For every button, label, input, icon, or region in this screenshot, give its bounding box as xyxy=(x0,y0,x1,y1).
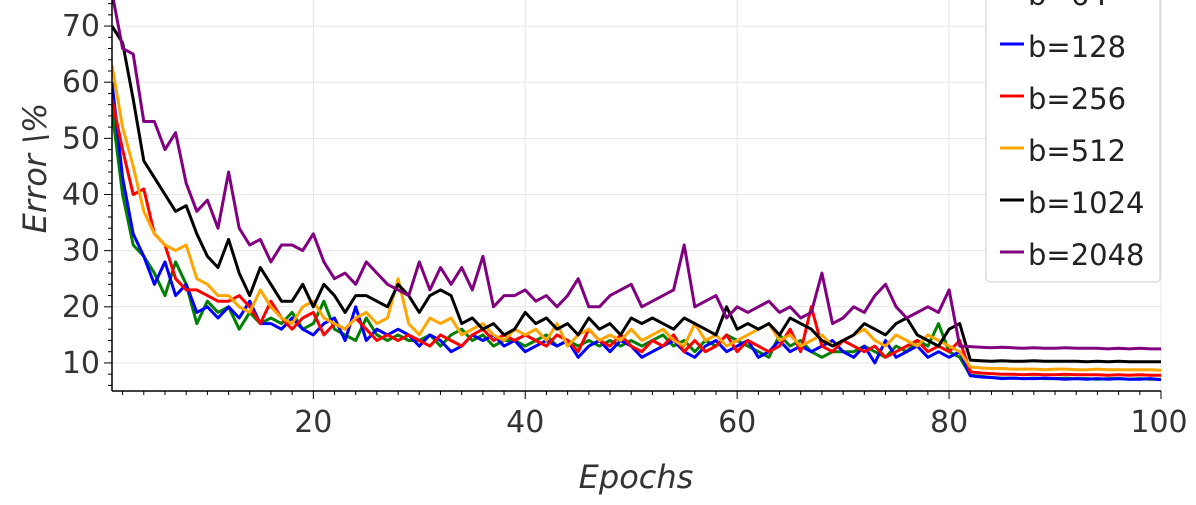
legend: b=64 b=128 b=256 b=512 b=1024 b=2048 xyxy=(985,0,1161,283)
x-tick-label: 40 xyxy=(506,405,544,440)
series-layer xyxy=(112,0,1161,382)
y-tick-label: 20 xyxy=(62,290,100,325)
tick-labels: 20 40 60 80 100 10 20 30 40 50 60 70 xyxy=(62,9,1188,440)
y-tick-label: 30 xyxy=(62,234,100,269)
y-tick-label: 50 xyxy=(62,121,100,156)
legend-box xyxy=(985,0,1161,283)
legend-label: b=256 xyxy=(1028,82,1126,116)
legend-label: b=2048 xyxy=(1028,238,1145,272)
legend-label: b=128 xyxy=(1028,30,1126,64)
x-tick-label: 80 xyxy=(930,405,968,440)
series-line-b-512 xyxy=(112,65,1161,372)
y-tick-label: 40 xyxy=(62,178,100,213)
series-line-b-256 xyxy=(112,98,1161,377)
series-line-b-1024 xyxy=(112,25,1161,364)
legend-label: b=1024 xyxy=(1028,186,1145,220)
x-axis-label: Epochs xyxy=(579,458,694,496)
series-line-b-2048 xyxy=(112,0,1161,351)
axes xyxy=(104,0,1162,399)
y-tick-label: 70 xyxy=(62,9,100,44)
legend-label: b=512 xyxy=(1028,134,1126,168)
x-tick-label: 20 xyxy=(294,405,332,440)
y-tick-label: 60 xyxy=(62,65,100,100)
x-tick-label: 100 xyxy=(1130,405,1187,440)
y-tick-label: 10 xyxy=(62,346,100,381)
legend-label: b=64 xyxy=(1028,0,1108,12)
x-tick-label: 60 xyxy=(718,405,756,440)
y-axis-label: Error \% xyxy=(16,103,54,234)
